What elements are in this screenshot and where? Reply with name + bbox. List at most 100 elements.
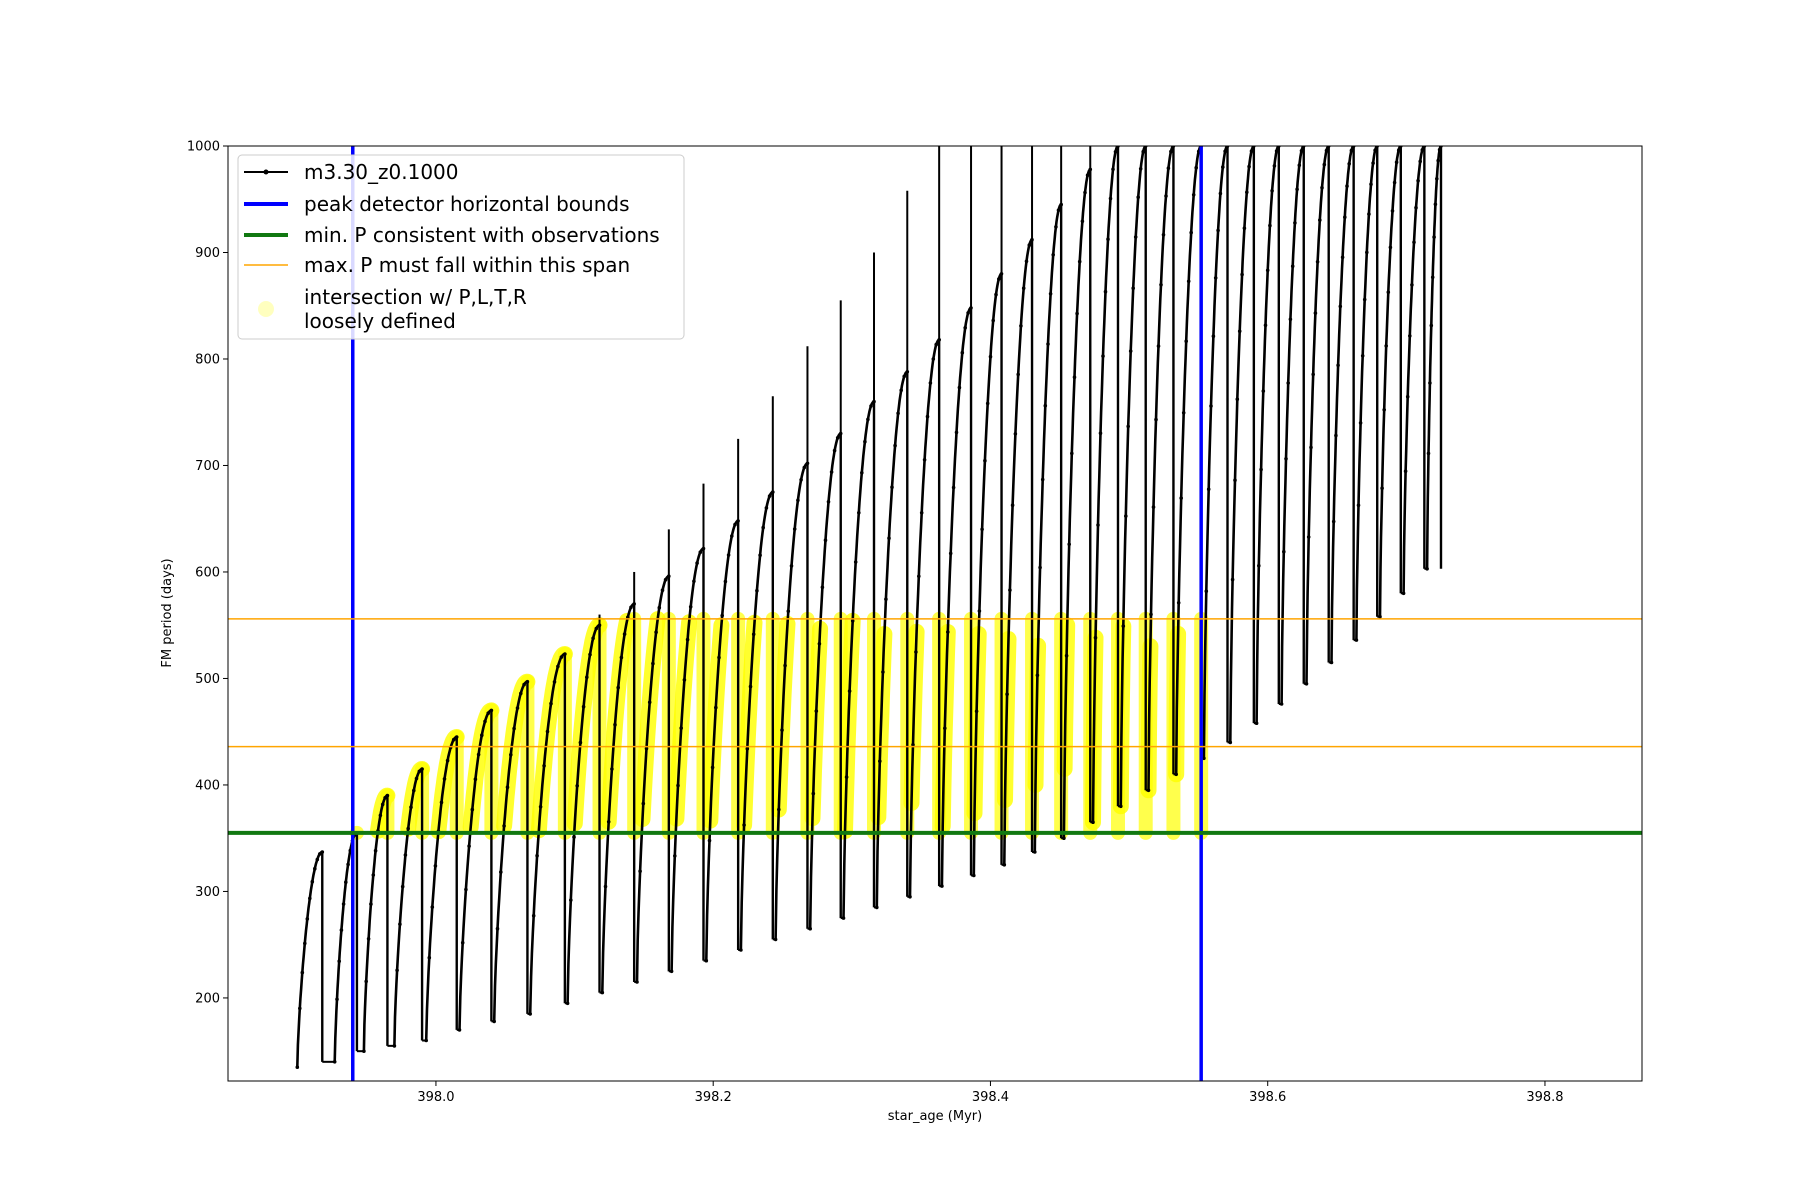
series-point (1179, 496, 1183, 500)
series-point (1272, 164, 1277, 168)
series-point (1191, 193, 1196, 197)
series-point (430, 905, 435, 909)
series-point (502, 824, 506, 828)
series-point (1008, 588, 1012, 592)
series-point (1426, 451, 1431, 456)
series-point (1315, 260, 1320, 264)
series-point (337, 959, 342, 963)
series-point (616, 685, 620, 690)
series-point (1159, 283, 1163, 287)
series-point (1432, 235, 1436, 239)
series-point (1194, 165, 1198, 170)
series-point (1418, 159, 1422, 164)
series-point (519, 691, 523, 696)
series-point (1164, 194, 1168, 198)
y-axis-label: FM period (days) (160, 558, 175, 667)
series-point (872, 399, 876, 404)
series-point (588, 652, 592, 657)
series-point (1329, 660, 1334, 665)
series-point (1349, 148, 1354, 153)
series-point (1091, 820, 1095, 824)
series-point (1433, 202, 1438, 207)
series-point (1136, 195, 1140, 199)
series-point (1343, 215, 1347, 219)
series-point (1336, 363, 1340, 368)
series-point (991, 318, 995, 323)
series-point (318, 852, 322, 856)
series-point (1119, 804, 1123, 809)
series-point (1108, 196, 1113, 201)
series-point (591, 636, 595, 641)
series-point (371, 873, 376, 877)
series-point (1043, 403, 1048, 408)
series-point (400, 884, 405, 889)
series-point (1151, 505, 1156, 509)
series-point (758, 553, 762, 557)
series-point (1024, 259, 1029, 264)
series-point (866, 417, 870, 422)
series-point (1356, 503, 1361, 508)
series-point (698, 550, 703, 554)
y-tick-label: 900 (195, 246, 220, 261)
series-point (442, 777, 447, 781)
series-point (1416, 178, 1420, 183)
series-point (980, 527, 984, 532)
series-point (473, 777, 478, 781)
series-m3-30-z0-1000 (295, 146, 1443, 1069)
series-point (515, 706, 520, 710)
legend-box (237, 154, 685, 340)
series-point (1382, 408, 1386, 412)
series-point (1414, 205, 1418, 210)
series-point (799, 478, 803, 482)
series-point (739, 948, 743, 952)
series-point (1072, 375, 1077, 380)
series-point (1218, 191, 1223, 196)
series-point (1279, 702, 1284, 706)
series-point (917, 574, 921, 579)
series-point (667, 574, 671, 578)
series-point (761, 525, 765, 530)
series-point (629, 605, 633, 610)
series-point (600, 990, 605, 995)
series-point (1420, 148, 1425, 152)
series-point (346, 862, 350, 867)
series-point (464, 887, 468, 892)
series-point (538, 805, 543, 809)
series-point (688, 605, 693, 609)
series-point (1154, 417, 1158, 422)
series-point (378, 813, 383, 818)
series-point (937, 338, 941, 342)
series-point (1202, 756, 1206, 761)
series-point (1320, 185, 1324, 190)
x-axis-label: star_age (Myr) (888, 1109, 982, 1124)
series-point (707, 838, 712, 843)
series-point (1299, 149, 1304, 153)
series-point (1324, 148, 1329, 153)
x-tick-label: 398.0 (417, 1090, 454, 1105)
series-point (1237, 329, 1242, 334)
series-point (1304, 682, 1309, 686)
series-point (581, 704, 586, 709)
series-point (427, 955, 432, 960)
series-point (1189, 230, 1193, 235)
series-point (454, 735, 459, 739)
series-point (1138, 167, 1143, 171)
series-point (988, 354, 993, 359)
series-point (1245, 190, 1249, 195)
series-point (884, 597, 888, 601)
series-point (470, 807, 475, 812)
series-point (1141, 149, 1145, 154)
series-point (1401, 591, 1406, 596)
series-point (512, 726, 516, 731)
series-point (1033, 850, 1037, 854)
series-point (1340, 255, 1345, 260)
series-point (528, 1012, 532, 1016)
series-point (638, 869, 642, 873)
series-point (305, 917, 310, 921)
series-point (594, 626, 599, 631)
series-point (1103, 289, 1108, 294)
series-point (1166, 166, 1171, 170)
series-point (1384, 344, 1388, 348)
series-point (1019, 324, 1023, 328)
